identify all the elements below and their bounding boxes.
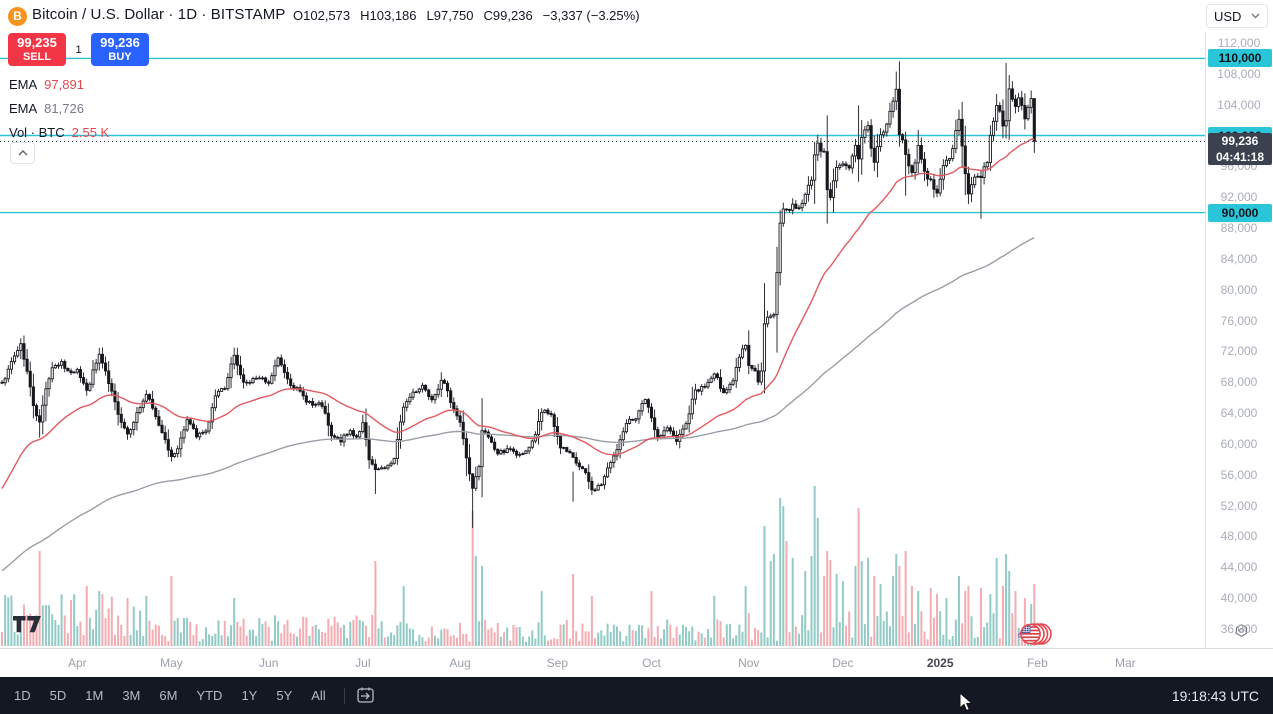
candles-layer (0, 61, 1036, 528)
price-tick-label: 40,000 (1220, 591, 1258, 605)
range-1d[interactable]: 1D (14, 688, 31, 703)
horizontal-level-lines (0, 57, 1205, 214)
price-tick-label: 92,000 (1220, 190, 1258, 205)
toolbar-divider (343, 687, 345, 704)
collapse-legend-button[interactable] (10, 142, 35, 164)
buy-button[interactable]: 99,236 BUY (91, 33, 149, 66)
price-tick-label: 76,000 (1220, 313, 1258, 328)
calendar-arrow-icon (357, 687, 374, 703)
ema-fast-value: 97,891 (44, 76, 84, 92)
indicator-legend: EMA 97,891 EMA 81,726 Vol · BTC 2.55 K (9, 72, 109, 144)
utc-clock[interactable]: 19:18:43 UTC (1171, 687, 1259, 704)
date-range-switcher: 1D 5D 1M 3M 6M YTD 1Y 5Y All (0, 684, 334, 707)
currency-value: USD (1214, 8, 1242, 24)
ohlc-item: O102,573 (293, 8, 351, 23)
time-axis-label: Apr (67, 656, 87, 670)
price-tick-label: 56,000 (1220, 467, 1258, 482)
sell-label: SELL (22, 51, 52, 63)
bar-countdown: 04:41:18 (1215, 150, 1265, 165)
legend-ema-fast[interactable]: EMA 97,891 (9, 76, 84, 92)
ohlc-item: H103,186 (360, 8, 417, 23)
chevron-up-icon (18, 150, 27, 156)
price-tick-label: 112,000 (1217, 36, 1261, 50)
price-tick-label: 36,000 (1220, 621, 1258, 636)
ohlc-values: O102,573 H103,186 L97,750 C99,236 −3,337 (−3… (293, 8, 640, 23)
symbol-title[interactable]: Bitcoin / U.S. Dollar · 1D · BITSTAMP (32, 6, 286, 23)
time-axis-label: Jun (259, 656, 279, 670)
price-axis[interactable]: 99,236 04:41:18 112,000108,000104,000100… (1205, 32, 1273, 648)
ohlc-item: L97,750 (426, 8, 474, 23)
price-level-label: 110,000 (1208, 49, 1272, 68)
time-axis-label: Feb (1027, 656, 1048, 670)
bottom-toolbar: 1D 5D 1M 3M 6M YTD 1Y 5Y All 19:18:43 UTC (0, 677, 1273, 714)
last-price: 99,236 (1221, 134, 1259, 149)
range-6m[interactable]: 6M (159, 688, 178, 703)
sell-price: 99,235 (17, 35, 57, 50)
ohlc-item: C99,236 (483, 8, 533, 23)
mouse-cursor (959, 692, 973, 712)
spread-value: 1 (75, 43, 82, 56)
go-to-date-button[interactable] (355, 685, 376, 706)
price-tick-label: 48,000 (1220, 529, 1258, 544)
price-level-label: 90,000 (1208, 203, 1272, 222)
range-1m[interactable]: 1M (85, 688, 104, 703)
buy-price: 99,236 (100, 35, 140, 50)
price-chart[interactable] (0, 0, 1205, 648)
price-tick-label: 80,000 (1220, 282, 1258, 297)
price-tick-label: 84,000 (1220, 251, 1258, 266)
gear-icon[interactable] (1234, 623, 1249, 638)
change-value: −3,337 (−3.25%) (542, 8, 640, 23)
range-3m[interactable]: 3M (122, 688, 141, 703)
price-tick-label: 68,000 (1220, 375, 1258, 390)
time-axis-label: Sep (546, 656, 569, 670)
time-axis-label: Oct (642, 656, 661, 670)
price-tick-label: 44,000 (1220, 560, 1258, 575)
volume-bars (1, 486, 1036, 646)
price-tick-label: 52,000 (1220, 498, 1258, 513)
time-axis-label: Mar (1114, 656, 1136, 670)
chart-header: B Bitcoin / U.S. Dollar · 1D · BITSTAMP … (0, 0, 1273, 32)
range-1y[interactable]: 1Y (241, 688, 258, 703)
range-5d[interactable]: 5D (49, 688, 67, 703)
time-axis-label: Jul (355, 656, 371, 670)
trade-panel: 99,235 SELL 1 99,236 BUY (8, 33, 149, 66)
currency-dropdown[interactable]: USD (1206, 4, 1268, 28)
time-axis-label: Nov (738, 656, 760, 670)
bitcoin-icon: B (8, 7, 27, 26)
tradingview-logo[interactable] (13, 616, 49, 635)
time-axis-label: May (160, 656, 183, 670)
range-5y[interactable]: 5Y (276, 688, 293, 703)
ema-fast-line (1, 138, 1035, 489)
price-tick-label: 60,000 (1220, 436, 1258, 451)
economic-event-flag-icon[interactable] (1008, 620, 1054, 648)
time-axis-label: 2025 (926, 656, 954, 670)
sell-button[interactable]: 99,235 SELL (8, 33, 66, 66)
chevron-down-icon (1251, 13, 1260, 19)
legend-volume[interactable]: Vol · BTC 2.55 K (9, 124, 110, 140)
last-price-countdown-label: 99,236 04:41:18 (1208, 133, 1272, 166)
price-tick-label: 108,000 (1217, 66, 1261, 81)
time-axis[interactable]: Apr May Jun Jul Aug Sep Oct Nov Dec 2025 Feb Mar (0, 648, 1273, 677)
volume-value: 2.55 K (71, 124, 110, 140)
time-axis-label: Dec (832, 656, 854, 670)
price-tick-label: 72,000 (1220, 344, 1258, 359)
range-ytd[interactable]: YTD (196, 688, 223, 703)
time-axis-label: Aug (449, 656, 471, 670)
range-all[interactable]: All (311, 688, 326, 703)
price-tick-label: 64,000 (1220, 406, 1258, 420)
price-tick-label: 88,000 (1220, 221, 1258, 235)
price-tick-label: 104,000 (1217, 97, 1261, 112)
legend-ema-slow[interactable]: EMA 81,726 (9, 100, 84, 116)
buy-label: BUY (108, 51, 132, 63)
ema-slow-value: 81,726 (44, 100, 84, 116)
